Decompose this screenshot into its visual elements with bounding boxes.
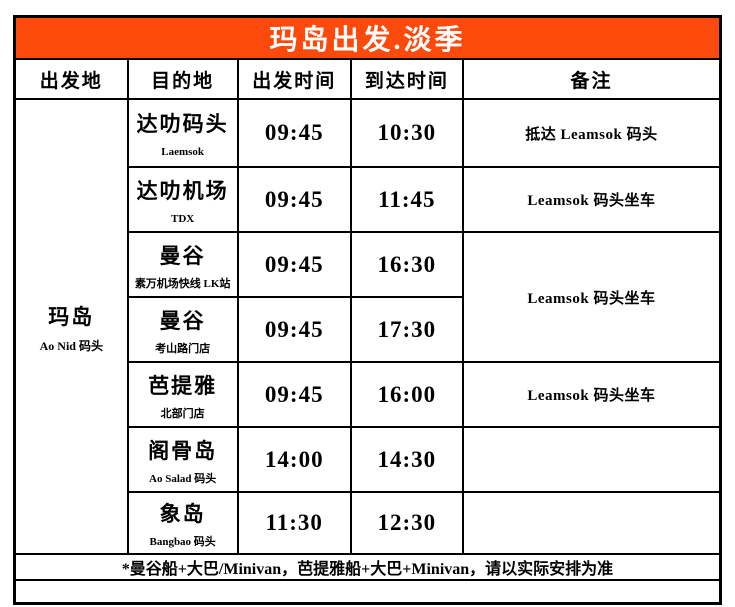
departure-time-cell: 09:45: [236, 98, 352, 168]
destination-sub-label: 北部门店: [160, 407, 205, 420]
col-header-departure-place: 出发地: [13, 58, 129, 100]
table-row: 曼谷 素万机场快线 LK站 09:45 16:30 Leamsok 码头坐车: [15, 231, 722, 363]
arrival-time-cell: 11:45: [349, 166, 464, 233]
destination-name: 阁骨岛: [148, 438, 218, 463]
destination-name: 曼谷: [159, 308, 206, 333]
departure-time-cell: 09:45: [236, 296, 352, 363]
destination-cell: 曼谷 素万机场快线 LK站: [126, 231, 239, 298]
origin-name: 玛岛: [48, 305, 95, 329]
origin-cell: 玛岛 Ao Nid 码头: [13, 98, 129, 555]
destination-name: 芭提雅: [148, 373, 218, 398]
destination-sub-label: Laemsok: [161, 146, 205, 158]
footnote: *曼谷船+大巴/Minivan，芭提雅船+大巴+Minivan，请以实际安排为准: [13, 553, 722, 581]
destination-sub-label: Ao Salad 码头: [149, 472, 217, 485]
arrival-time-cell: 12:30: [349, 491, 464, 555]
origin-sub-label: Ao Nid 码头: [39, 339, 103, 353]
arrival-time-cell: 10:30: [349, 98, 464, 168]
table-row: *曼谷船+大巴/Minivan，芭提雅船+大巴+Minivan，请以实际安排为准: [13, 553, 722, 581]
departure-time-cell: 14:00: [236, 426, 352, 493]
destination-cell: 达叻码头 Laemsok: [126, 98, 239, 168]
remark-cell-merged: Leamsok 码头坐车: [461, 231, 722, 363]
destination-sub-label: 素万机场快线 LK站: [134, 277, 231, 290]
table-row: 芭提雅 北部门店 09:45 16:00 Leamsok 码头坐车: [15, 361, 722, 428]
destination-sub-label: 考山路门店: [155, 342, 211, 355]
arrival-time-cell: 17:30: [349, 296, 464, 363]
destination-cell: 曼谷 考山路门店: [126, 296, 239, 363]
col-header-departure-time: 出发时间: [236, 58, 352, 100]
arrival-time-cell: 16:00: [349, 361, 464, 428]
destination-sub-label: TDX: [171, 212, 195, 225]
remark-cell: Leamsok 码头坐车: [461, 166, 722, 233]
destination-name: 达叻码头: [136, 112, 229, 136]
destination-name: 曼谷: [159, 243, 206, 268]
table-row: 达叻机场 TDX 09:45 11:45 Leamsok 码头坐车: [15, 166, 722, 233]
table-row: 阁骨岛 Ao Salad 码头 14:00 14:30: [15, 426, 722, 493]
departure-time-cell: 09:45: [236, 361, 352, 428]
blank-cell: [13, 579, 722, 605]
col-header-remarks: 备注: [461, 58, 722, 100]
table-row: 玛岛 Ao Nid 码头 达叻码头 Laemsok 09:45 10:30 抵达…: [13, 98, 722, 555]
destination-cell: 象岛 Bangbao 码头: [126, 491, 239, 555]
arrival-time-cell: 16:30: [349, 231, 464, 298]
remark-cell: Leamsok 码头坐车: [461, 361, 722, 428]
table-row: [13, 579, 722, 605]
departure-time-cell: 09:45: [236, 166, 352, 233]
arrival-time-cell: 14:30: [349, 426, 464, 493]
remark-cell-empty: [461, 426, 722, 493]
table-row: 曼谷 考山路门店 09:45 17:30: [15, 296, 721, 363]
destination-name: 象岛: [159, 502, 206, 526]
destination-cell: 达叻机场 TDX: [126, 166, 239, 233]
departure-timetable: 玛岛出发.淡季 出发地 目的地 出发时间 到达时间 备注 玛岛 Ao Nid 码…: [13, 15, 722, 605]
destination-cell: 阁骨岛 Ao Salad 码头: [126, 426, 239, 493]
table-row: 象岛 Bangbao 码头 11:30 12:30: [15, 491, 722, 555]
remark-cell-empty: [461, 491, 722, 555]
title-banner: 玛岛出发.淡季: [13, 15, 722, 60]
departure-time-cell: 09:45: [236, 231, 352, 298]
destination-sub-label: Bangbao 码头: [149, 536, 216, 548]
col-header-arrival-time: 到达时间: [349, 58, 464, 100]
destination-name: 达叻机场: [136, 178, 229, 203]
col-header-destination: 目的地: [126, 58, 239, 100]
destination-cell: 芭提雅 北部门店: [126, 361, 239, 428]
remark-cell: 抵达 Leamsok 码头: [461, 98, 722, 168]
departure-time-cell: 11:30: [236, 491, 352, 555]
